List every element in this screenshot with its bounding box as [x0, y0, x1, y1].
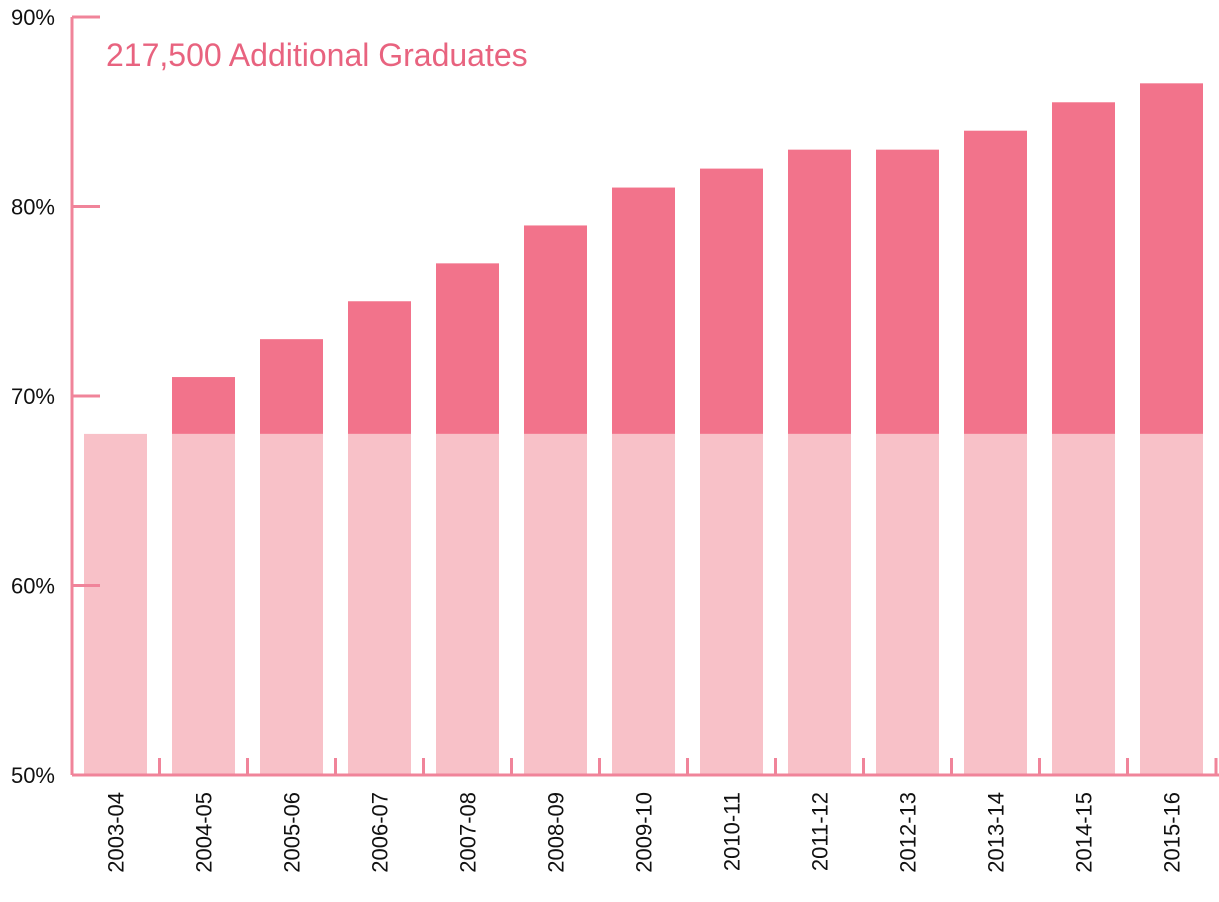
x-tick-label: 2006-07 — [368, 792, 393, 873]
x-tick-label: 2008-09 — [544, 792, 569, 873]
x-tick-label: 2013-14 — [984, 792, 1009, 873]
bar-segment — [1140, 433, 1203, 775]
x-tick-label: 2004-05 — [192, 792, 217, 873]
bar-segment — [964, 130, 1027, 434]
bar-segment — [1052, 102, 1115, 434]
y-tick-label: 50% — [11, 763, 55, 788]
bar-segment — [260, 339, 323, 434]
bar-segment — [436, 263, 499, 434]
bar-segment — [348, 433, 411, 775]
bar-segment — [612, 187, 675, 434]
y-tick-label: 80% — [11, 195, 55, 220]
bar-segment — [172, 433, 235, 775]
bar-segment — [612, 433, 675, 775]
x-tick-label: 2015-16 — [1160, 792, 1185, 873]
x-tick-label: 2009-10 — [632, 792, 657, 873]
bar-segment — [1052, 433, 1115, 775]
bar-segment — [524, 433, 587, 775]
bar-segment — [876, 433, 939, 775]
x-tick-label: 2003-04 — [104, 792, 129, 873]
bar-segment — [964, 433, 1027, 775]
bar-segment — [436, 433, 499, 775]
x-tick-label: 2014-15 — [1072, 792, 1097, 873]
bar-segment — [788, 149, 851, 434]
x-tick-label: 2010-11 — [720, 792, 745, 871]
x-tick-label: 2012-13 — [896, 792, 921, 873]
bar-segment — [1140, 83, 1203, 434]
bar-segment — [84, 433, 147, 775]
y-tick-label: 90% — [11, 5, 55, 30]
bar-segment — [876, 149, 939, 434]
y-tick-label: 60% — [11, 574, 55, 599]
bar-segment — [260, 433, 323, 775]
bar-segment — [348, 301, 411, 434]
x-tick-label: 2007-08 — [456, 792, 481, 873]
bar-segment — [172, 377, 235, 434]
bar-segment — [700, 168, 763, 434]
y-tick-label: 70% — [11, 384, 55, 409]
bar-segment — [700, 433, 763, 775]
x-tick-label: 2005-06 — [280, 792, 305, 873]
chart-title: 217,500 Additional Graduates — [106, 37, 528, 73]
x-tick-label: 2011-12 — [808, 792, 833, 871]
bar-segment — [788, 433, 851, 775]
bar-segment — [524, 225, 587, 434]
